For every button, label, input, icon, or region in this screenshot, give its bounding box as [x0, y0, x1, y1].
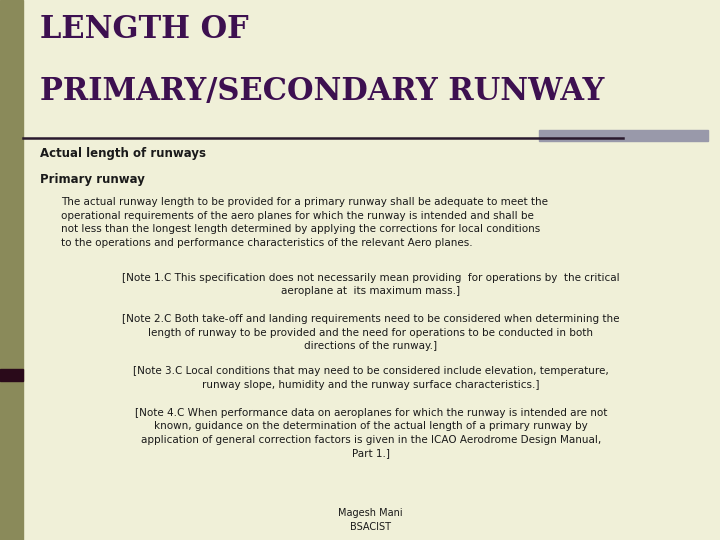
Text: Magesh Mani
BSACIST: Magesh Mani BSACIST [338, 508, 403, 531]
Text: The actual runway length to be provided for a primary runway shall be adequate t: The actual runway length to be provided … [61, 197, 548, 248]
Text: LENGTH OF: LENGTH OF [40, 14, 248, 44]
Text: PRIMARY/SECONDARY RUNWAY: PRIMARY/SECONDARY RUNWAY [40, 76, 604, 106]
Bar [539, 130, 708, 141]
Bar [0, 369, 23, 381]
Bar [0, 0, 23, 540]
Text: Actual length of runways: Actual length of runways [40, 147, 206, 160]
Text: [Note 2.C Both take-off and landing requirements need to be considered when dete: [Note 2.C Both take-off and landing requ… [122, 314, 619, 352]
Text: [Note 3.C Local conditions that may need to be considered include elevation, tem: [Note 3.C Local conditions that may need… [133, 366, 608, 390]
Text: [Note 1.C This specification does not necessarily mean providing  for operations: [Note 1.C This specification does not ne… [122, 273, 620, 296]
Text: [Note 4.C When performance data on aeroplanes for which the runway is intended a: [Note 4.C When performance data on aerop… [135, 408, 607, 458]
Text: Primary runway: Primary runway [40, 173, 145, 186]
